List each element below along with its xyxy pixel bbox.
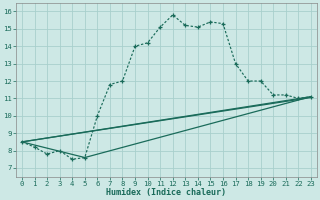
X-axis label: Humidex (Indice chaleur): Humidex (Indice chaleur) (107, 188, 227, 197)
